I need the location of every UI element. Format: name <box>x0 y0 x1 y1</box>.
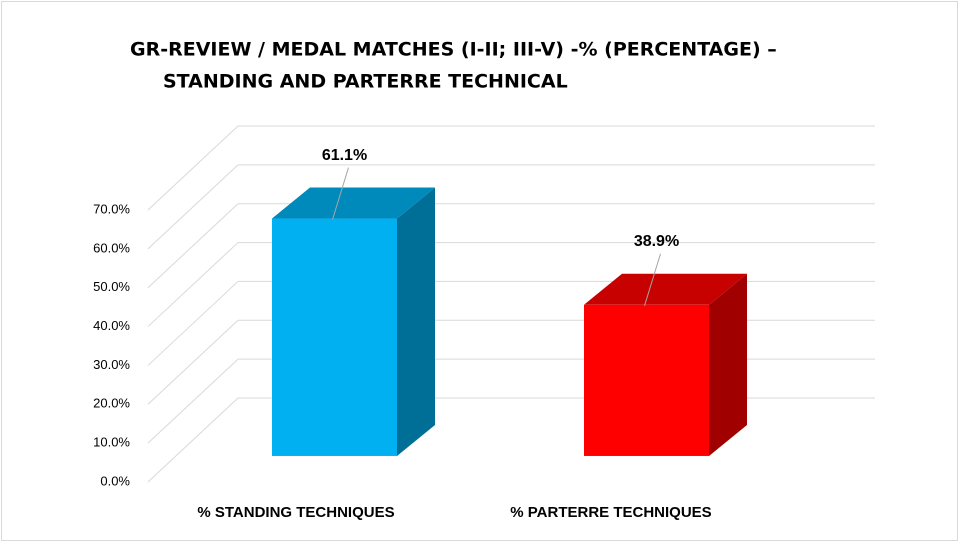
y-tick-label: 10.0% <box>93 435 130 450</box>
bar-side <box>397 187 435 456</box>
grid-line <box>147 281 239 366</box>
grid-line <box>147 319 239 405</box>
y-tick-label: 70.0% <box>93 201 130 216</box>
bar-top <box>584 273 747 305</box>
chart-title: STANDING AND PARTERRE TECHNICAL <box>163 71 568 93</box>
grid-line <box>147 203 239 289</box>
bar-side <box>709 273 747 456</box>
y-tick-label: 40.0% <box>93 318 130 333</box>
grid-line <box>147 358 239 444</box>
y-tick-label: 30.0% <box>93 357 130 372</box>
bar <box>272 218 397 456</box>
x-tick-label: % STANDING TECHNIQUES <box>197 504 394 521</box>
leader-line <box>644 253 661 306</box>
y-tick-label: 0.0% <box>100 473 130 488</box>
grid-line <box>147 242 239 327</box>
x-tick-label: % PARTERRE TECHNIQUES <box>510 504 711 521</box>
data-label: 61.1% <box>322 147 367 164</box>
grid-line <box>147 125 239 211</box>
y-tick-label: 60.0% <box>93 240 130 255</box>
leader-line <box>332 167 349 220</box>
grid-line <box>147 397 239 483</box>
data-label: 38.9% <box>634 233 679 250</box>
bar-top <box>272 187 435 219</box>
y-tick-label: 50.0% <box>93 279 130 294</box>
chart-title: GR-REVIEW / MEDAL MATCHES (I-II; III-V) … <box>130 39 777 61</box>
y-tick-label: 20.0% <box>93 396 130 411</box>
bar <box>584 304 709 456</box>
grid-line <box>147 164 239 250</box>
